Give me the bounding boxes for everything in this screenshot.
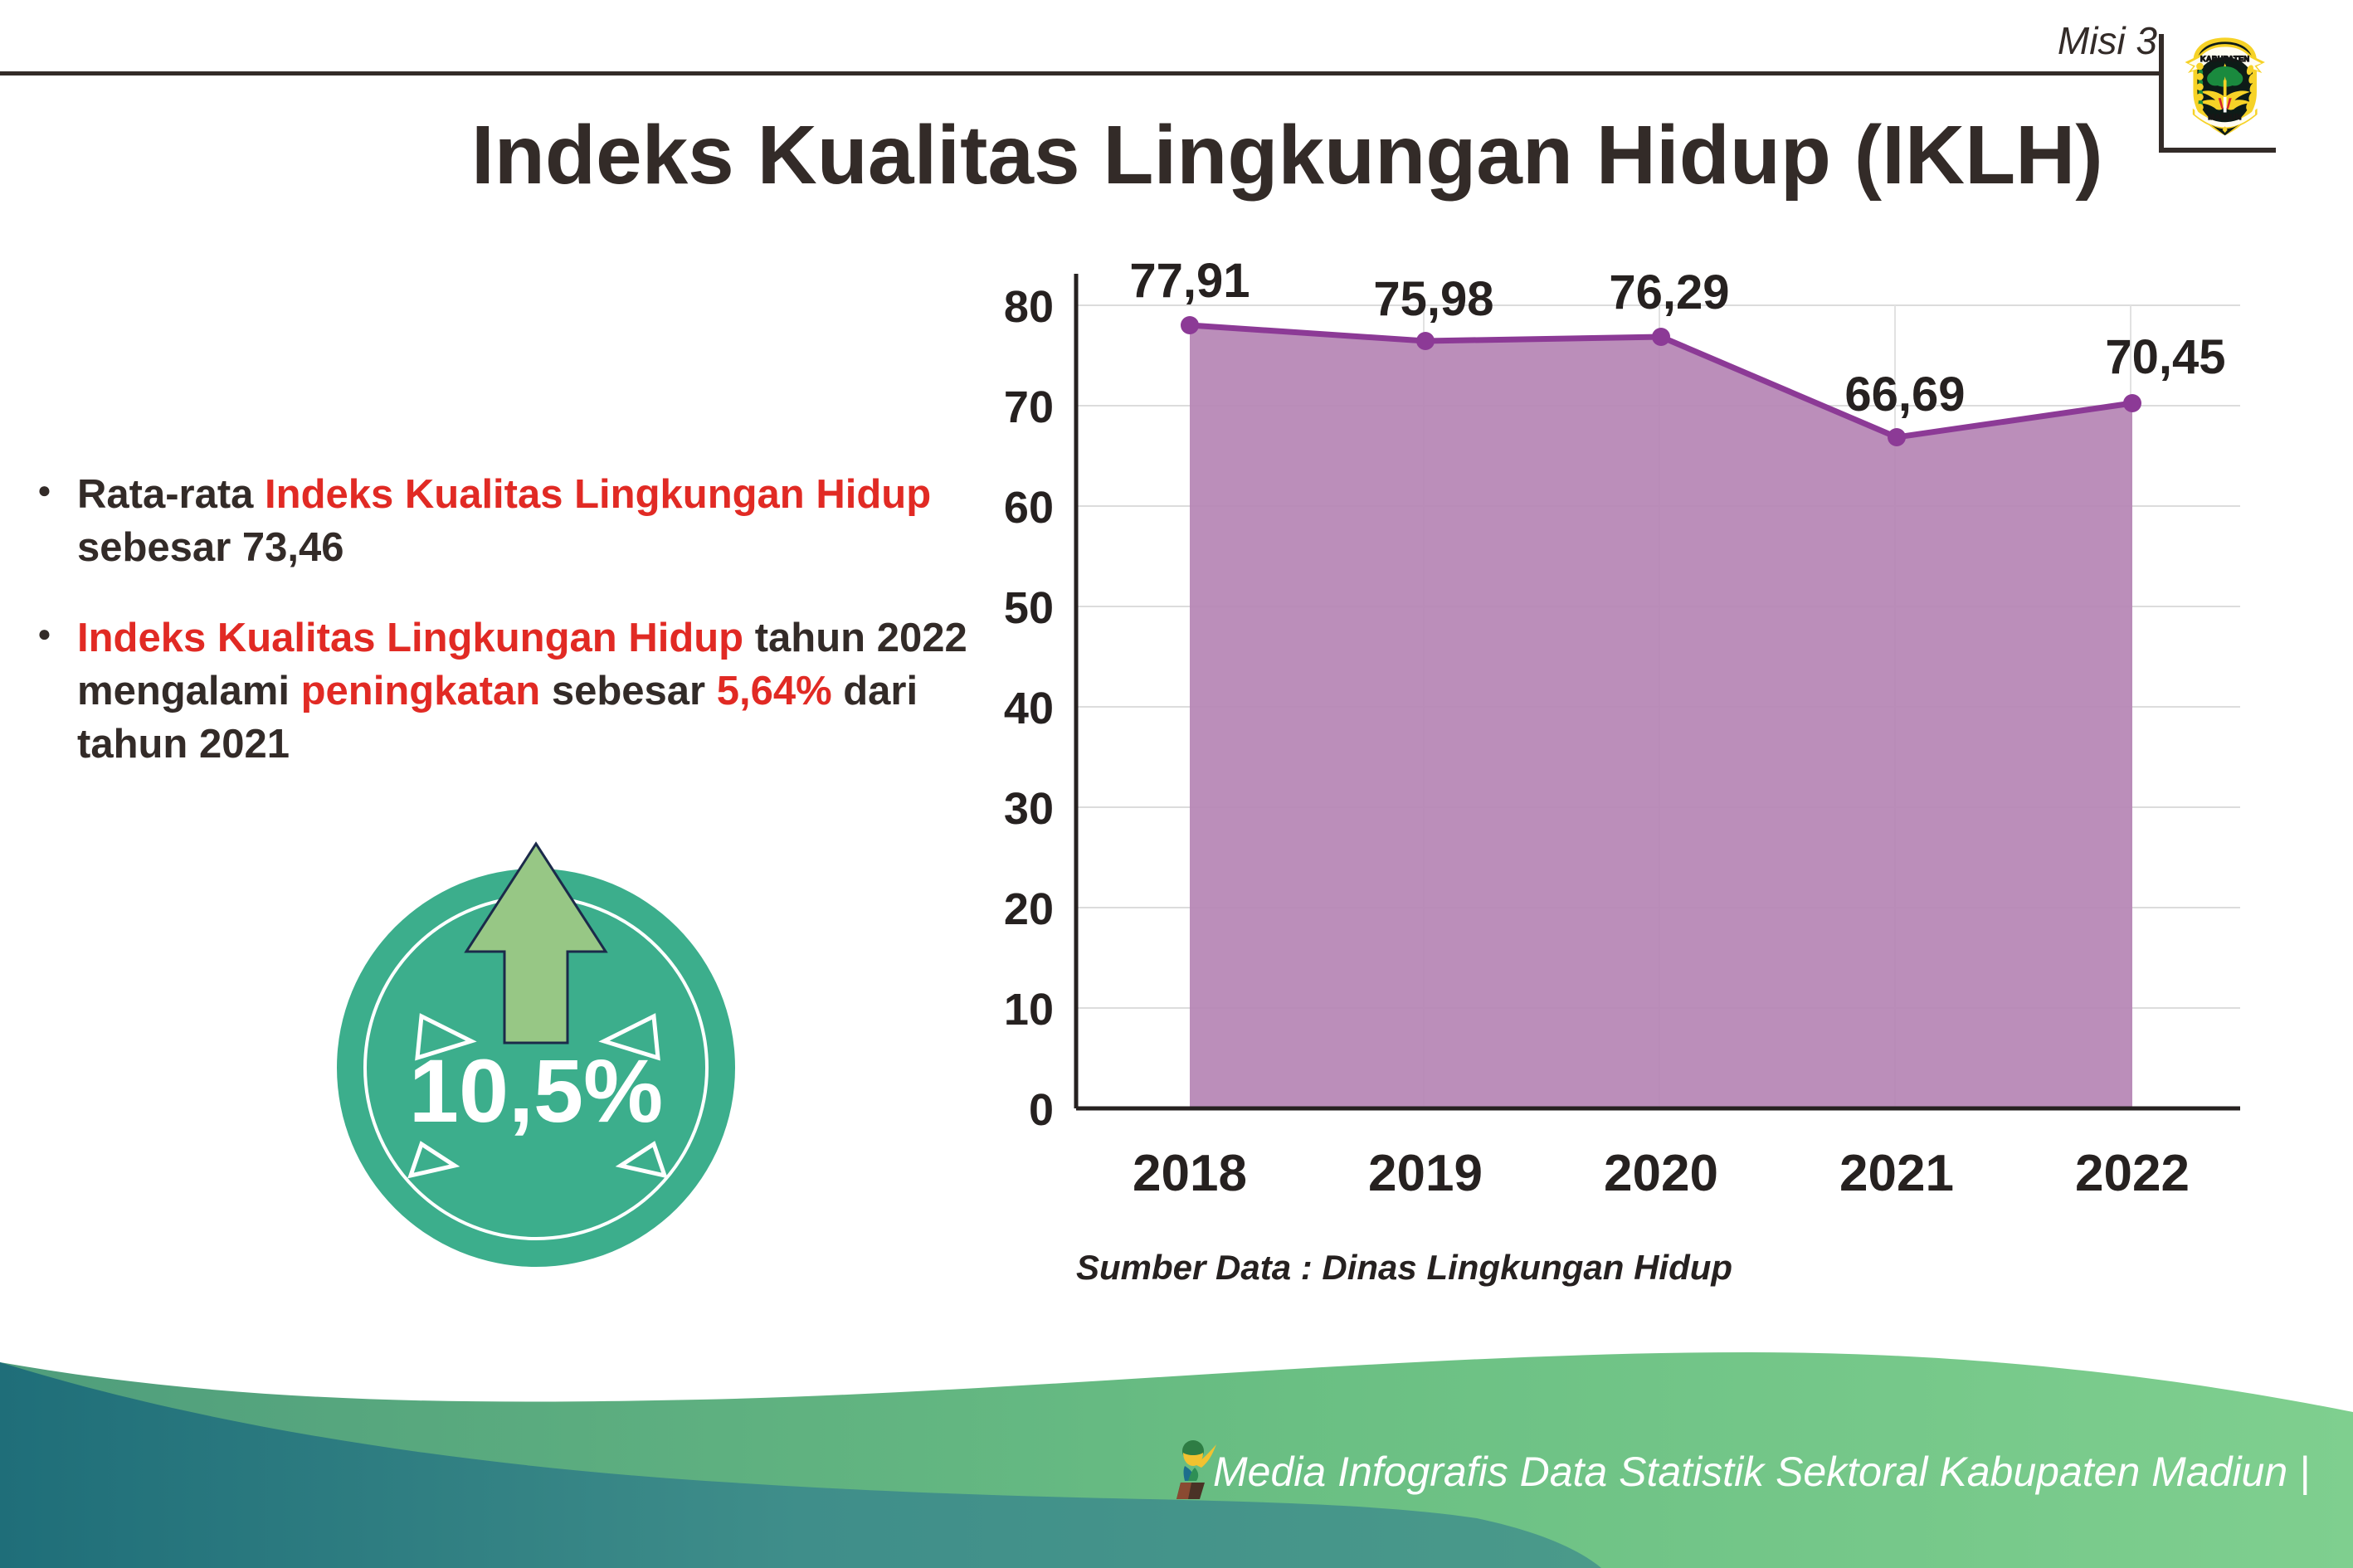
svg-text:2019: 2019 bbox=[1368, 1145, 1483, 1202]
svg-text:76,29: 76,29 bbox=[1609, 265, 1729, 319]
svg-text:70,45: 70,45 bbox=[2105, 330, 2225, 384]
svg-text:2021: 2021 bbox=[1839, 1145, 1954, 1202]
svg-text:10: 10 bbox=[1004, 985, 1054, 1035]
svg-text:Sumber Data : Dinas Lingkungan: Sumber Data : Dinas Lingkungan Hidup bbox=[1076, 1248, 1732, 1287]
svg-text:KABUPATEN: KABUPATEN bbox=[2200, 55, 2249, 63]
svg-text:0: 0 bbox=[1029, 1085, 1054, 1135]
svg-text:70: 70 bbox=[1004, 382, 1054, 432]
svg-text:75,98: 75,98 bbox=[1373, 272, 1493, 326]
svg-text:60: 60 bbox=[1004, 483, 1054, 533]
svg-text:2018: 2018 bbox=[1133, 1145, 1247, 1202]
svg-text:66,69: 66,69 bbox=[1844, 368, 1965, 421]
svg-text:80: 80 bbox=[1004, 282, 1054, 332]
svg-text:50: 50 bbox=[1004, 583, 1054, 633]
svg-text:77,91: 77,91 bbox=[1129, 254, 1250, 308]
svg-text:20: 20 bbox=[1004, 884, 1054, 934]
svg-text:40: 40 bbox=[1004, 684, 1054, 733]
svg-text:30: 30 bbox=[1004, 784, 1054, 834]
svg-text:10,5%: 10,5% bbox=[409, 1040, 663, 1141]
svg-text:2020: 2020 bbox=[1604, 1145, 1718, 1202]
svg-text:2022: 2022 bbox=[2075, 1145, 2190, 1202]
